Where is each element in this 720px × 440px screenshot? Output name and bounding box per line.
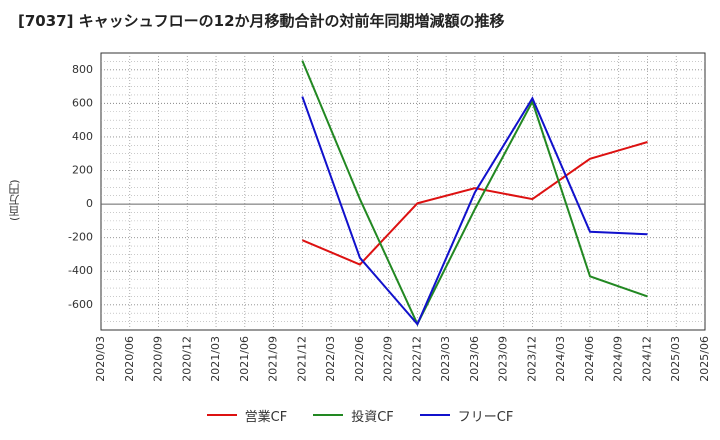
x-tick-label: 2025/03: [669, 336, 682, 382]
x-tick-label: 2020/09: [152, 336, 165, 382]
x-tick-label: 2024/06: [583, 336, 596, 382]
legend-swatch: [419, 414, 450, 416]
series-line: [301, 141, 648, 266]
y-tick-label: 0: [86, 197, 93, 210]
x-tick-label: 2025/06: [698, 336, 711, 382]
x-tick-label: 2020/03: [94, 336, 107, 382]
legend-swatch: [313, 414, 344, 416]
x-tick-label: 2023/03: [439, 336, 452, 382]
x-tick-label: 2021/03: [209, 336, 222, 382]
y-tick-label: 600: [72, 96, 93, 109]
y-tick-label: -200: [68, 231, 93, 244]
series-line: [301, 96, 648, 326]
legend-item: 営業CF: [206, 406, 288, 425]
x-tick-label: 2023/12: [525, 336, 538, 382]
legend-label: 投資CF: [351, 409, 394, 425]
x-tick-label: 2022/09: [382, 336, 395, 382]
x-tick-label: 2020/06: [123, 336, 136, 382]
x-tick-label: 2024/03: [554, 336, 567, 382]
x-tick-label: 2024/09: [612, 336, 625, 382]
y-tick-label: 200: [72, 164, 93, 177]
series-line: [301, 60, 648, 327]
y-tick-label: -400: [68, 264, 93, 277]
x-tick-label: 2022/12: [410, 336, 423, 382]
y-tick-label: 400: [72, 130, 93, 143]
legend-item: 投資CF: [313, 406, 394, 425]
legend-item: フリーCF: [419, 406, 514, 425]
legend-label: フリーCF: [457, 409, 514, 425]
plot-area: [100, 52, 706, 331]
x-tick-label: 2024/12: [640, 336, 653, 382]
legend-label: 営業CF: [244, 409, 288, 425]
x-tick-label: 2022/06: [353, 336, 366, 382]
x-tick-label: 2021/09: [267, 336, 280, 382]
x-tick-label: 2023/09: [497, 336, 510, 382]
y-tick-label: -600: [68, 298, 93, 311]
chart-title: [7037] キャッシュフローの12か月移動合計の対前年同期増減額の推移: [18, 12, 505, 30]
y-tick-label: 800: [72, 63, 93, 76]
legend: 営業CF 投資CF フリーCF: [0, 402, 720, 428]
x-tick-label: 2022/03: [324, 336, 337, 382]
x-tick-label: 2021/12: [295, 336, 308, 382]
x-tick-label: 2021/06: [238, 336, 251, 382]
x-tick-label: 2020/12: [180, 336, 193, 382]
x-tick-label: 2023/06: [468, 336, 481, 382]
legend-swatch: [206, 414, 237, 416]
